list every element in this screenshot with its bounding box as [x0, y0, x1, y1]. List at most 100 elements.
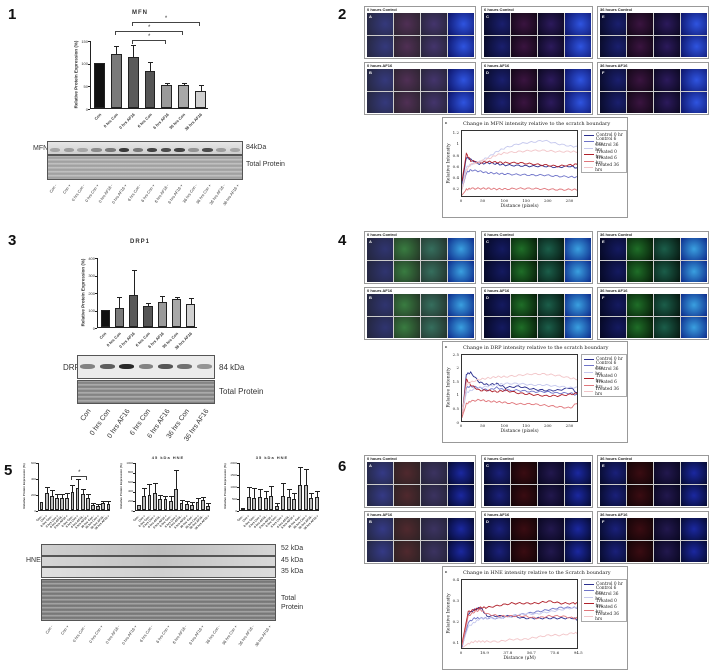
y-tick-mark: [88, 63, 90, 65]
y-tick-label: 50: [83, 83, 88, 89]
error-bar-cap: [280, 482, 286, 484]
bar: [174, 488, 179, 510]
error-bar: [133, 271, 135, 295]
y-tick-label: 0.3: [452, 597, 459, 603]
panel-letter: F: [602, 70, 605, 75]
lane-label: 0 hrs Con -: [71, 624, 88, 644]
error-bar: [46, 488, 48, 494]
micrograph-tile: [484, 294, 510, 316]
image-panel-title: 6 hours Control: [484, 232, 514, 237]
hne-35kda-label: 35 kDa: [281, 568, 304, 575]
bar: [168, 500, 173, 510]
protein-band: [158, 364, 173, 369]
image-tiles: [484, 462, 591, 506]
error-bar: [133, 46, 135, 57]
error-bar-cap: [117, 297, 123, 299]
bar: [147, 494, 152, 510]
error-bar-cap: [142, 487, 148, 489]
image-tiles: [484, 238, 591, 282]
significance-star: *: [148, 34, 151, 40]
legend-entry: Treated 6 hrs: [584, 380, 624, 390]
legend-entry: Control 0 hr: [584, 356, 624, 363]
micrograph-tile: [421, 540, 447, 562]
micrograph-tile: [448, 484, 474, 506]
micrograph-tile: [538, 484, 564, 506]
error-bar: [186, 502, 188, 505]
micrograph-tile: [448, 540, 474, 562]
bar: [80, 494, 85, 510]
significance-bracket: [71, 476, 87, 480]
bar: [127, 56, 139, 108]
lane-label: 0 hrs Con +: [87, 624, 104, 644]
error-bar: [265, 492, 267, 498]
x-tick-label: 250: [565, 198, 574, 203]
image-tiles: [367, 238, 474, 282]
protein-band: [177, 364, 193, 369]
significance-star: *: [164, 16, 168, 22]
micrograph-tile: [627, 518, 653, 540]
series-line: [462, 371, 578, 418]
error-bar: [176, 470, 178, 489]
micrograph-tile: [565, 238, 591, 260]
micrograph-tile: [511, 260, 537, 282]
panel-letter: F: [602, 519, 605, 524]
micrograph-tile: [627, 484, 653, 506]
error-bar: [170, 497, 172, 501]
y-tick-mark: [36, 511, 38, 512]
error-bar: [93, 504, 94, 506]
panel-number-4: 4: [338, 232, 347, 249]
bar: [246, 496, 251, 510]
error-bar: [67, 494, 69, 498]
protein-band: [188, 148, 199, 152]
plot-axes: [135, 463, 212, 511]
legend-label: Treated 36 hrs: [595, 386, 620, 397]
micrograph-tile: [394, 518, 420, 540]
micrograph-tile: [367, 316, 393, 338]
image-panel-title: 0 hours AF16: [367, 512, 393, 517]
y-tick-label: 200: [127, 498, 133, 503]
bar: [185, 504, 189, 510]
bar: [86, 498, 90, 510]
bar: [161, 85, 173, 108]
y-tick-mark: [36, 495, 38, 496]
panel-letter: A: [369, 14, 372, 19]
y-tick-label: 0.2: [452, 186, 459, 192]
y-tick-mark: [36, 479, 38, 480]
error-bar-cap: [131, 270, 137, 271]
protein-band: [160, 148, 172, 152]
image-panel: 6 hours Control C: [481, 6, 593, 59]
micrograph-tile: [484, 238, 510, 260]
image-panel: 0 hours AF16 B: [364, 511, 476, 564]
micrograph-tile: [484, 316, 510, 338]
y-tick-label: 2.5: [452, 351, 459, 357]
y-tick-mark: [133, 501, 135, 503]
bar: [114, 307, 125, 327]
micrograph-tile: [565, 260, 591, 282]
y-tick-label: 400: [127, 489, 133, 494]
y-tick-label: 0.1: [452, 640, 459, 646]
error-bar: [181, 500, 183, 503]
bar: [178, 85, 190, 108]
error-bar: [305, 470, 307, 485]
micrograph-tile: [627, 316, 653, 338]
micrograph-tile: [681, 540, 707, 562]
line-chart-frame: c Change in MFN intensity relative to the…: [442, 117, 628, 218]
protein-band: [99, 364, 115, 369]
bar: [195, 90, 207, 108]
y-tick-mark: [237, 499, 239, 500]
y-tick-mark: [133, 463, 135, 464]
image-tiles: [484, 518, 591, 562]
x-tick-label: 50: [480, 423, 486, 428]
micrograph-tile: [565, 484, 591, 506]
error-bar-cap: [263, 491, 269, 492]
micrograph-tile: [484, 260, 510, 282]
image-tiles: [600, 518, 707, 562]
micrograph-tile: [681, 69, 707, 91]
error-bar-cap: [96, 503, 102, 505]
error-bar: [98, 504, 100, 506]
series-line: [462, 152, 578, 182]
hne-total-label-1: Total: [281, 595, 296, 602]
y-tick-label: 0: [223, 509, 237, 513]
micrograph-tile: [681, 91, 707, 113]
micrograph-tile: [654, 294, 680, 316]
